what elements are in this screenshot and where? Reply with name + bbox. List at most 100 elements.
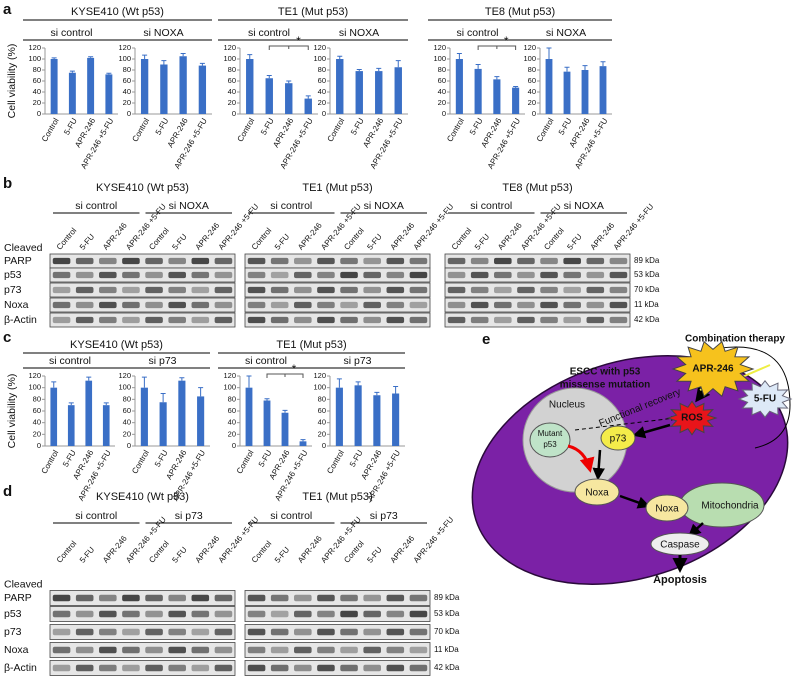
band [214, 610, 233, 618]
x-tick-label: 5-FU [62, 116, 79, 136]
label: Apoptosis [653, 574, 707, 586]
band [609, 316, 628, 324]
y-tick-label: 40 [438, 87, 446, 96]
blot-strip [49, 267, 236, 283]
x-tick-label: 5-FU [557, 116, 574, 136]
lane-label: Control [147, 226, 171, 252]
band [214, 271, 233, 279]
band [75, 257, 94, 265]
row-label: Noxa [4, 644, 29, 656]
bar [198, 65, 207, 114]
band [386, 301, 405, 309]
band [122, 628, 140, 636]
band [340, 646, 358, 654]
ros-arrow [632, 423, 671, 439]
band [517, 286, 535, 294]
label: p53 [543, 440, 557, 449]
band [122, 664, 140, 672]
band [214, 664, 233, 672]
y-tick-label: 40 [318, 87, 326, 96]
marker-label: 42 kDa [634, 315, 660, 324]
band [317, 646, 335, 654]
bar [299, 441, 307, 446]
blot-strip [49, 297, 236, 313]
y-tick-label: 80 [33, 65, 41, 74]
band [386, 628, 405, 636]
band [145, 610, 163, 618]
x-tick-label: 5-FU [259, 116, 276, 136]
label: Mutant [538, 429, 563, 438]
x-tick-label: Control [535, 116, 556, 143]
blot-strip [244, 606, 431, 622]
band [409, 257, 428, 265]
marker-label: 70 kDa [434, 627, 460, 636]
apr-burst [671, 340, 755, 398]
band [168, 610, 186, 618]
y-tick-label: 60 [123, 76, 131, 85]
bar [197, 396, 205, 446]
band [247, 610, 266, 618]
lane-label: Control [342, 226, 366, 252]
label: 5-FU [754, 394, 776, 405]
marker-label: 70 kDa [634, 285, 660, 294]
label: ROS [681, 413, 703, 424]
panel-label: c [3, 329, 11, 346]
band [168, 286, 186, 294]
band [294, 628, 312, 636]
blot-strip [444, 282, 631, 298]
lane-label: APR-246 +5-FU [124, 515, 168, 565]
x-tick-label: Control [326, 116, 347, 143]
chart-title: si NOXA [339, 27, 379, 39]
band [145, 301, 163, 309]
band [409, 628, 428, 636]
x-tick-label: 5-FU [153, 448, 170, 468]
noxa [645, 494, 689, 522]
band [494, 286, 512, 294]
band [99, 316, 117, 324]
band [540, 257, 558, 265]
bar [599, 66, 607, 114]
band [75, 628, 94, 636]
label: Mitochondria [701, 501, 759, 512]
band [247, 664, 266, 672]
error-bar [300, 439, 306, 442]
error-bar [286, 80, 292, 84]
band [447, 257, 466, 265]
band [540, 271, 558, 279]
bar [67, 405, 75, 446]
band [270, 664, 289, 672]
error-bar [141, 376, 147, 388]
band [317, 301, 335, 309]
lane-label: APR-246 +5-FU [412, 515, 456, 565]
chart-title: si control [50, 27, 92, 39]
x-tick-label: 5-FU [257, 448, 274, 468]
band [52, 316, 71, 324]
marker-label: 89 kDa [634, 256, 660, 265]
band [52, 286, 71, 294]
lane-label: APR-246 +5-FU [124, 202, 168, 252]
bar [355, 71, 363, 114]
lane-label: 5-FU [78, 232, 96, 252]
band [168, 257, 186, 265]
group-title: KYSE410 (Wt p53) [70, 339, 163, 351]
error-bar [106, 72, 112, 75]
y-tick-label: 120 [313, 371, 326, 380]
error-bar [266, 75, 272, 79]
chart-title: si p73 [343, 355, 371, 367]
y-tick-label: 60 [33, 406, 41, 415]
error-bar [180, 53, 186, 57]
error-bar [513, 86, 519, 88]
error-bar [564, 66, 570, 72]
y-tick-label: 0 [322, 109, 326, 118]
band [317, 628, 335, 636]
band [75, 316, 94, 324]
blot-strip [244, 590, 431, 606]
y-tick-label: 0 [127, 441, 131, 450]
y-tick-label: 20 [318, 98, 326, 107]
error-bar [86, 376, 92, 381]
group-title: TE1 (Mut p53) [278, 6, 348, 18]
row-label: Noxa [4, 299, 29, 311]
band [122, 594, 140, 602]
band [540, 286, 558, 294]
